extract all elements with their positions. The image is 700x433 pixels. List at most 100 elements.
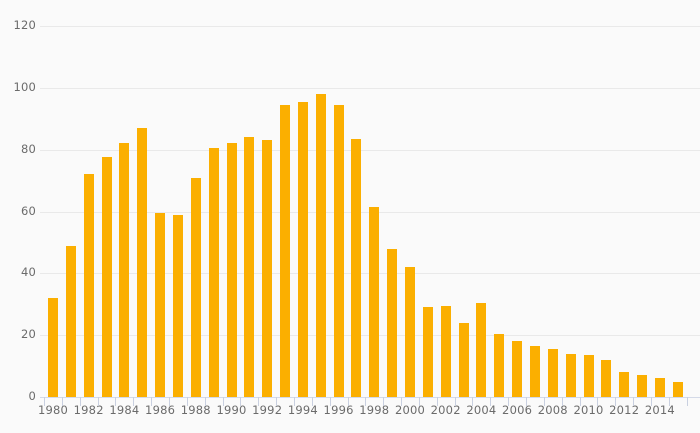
x-axis-tick <box>526 397 527 406</box>
bar[interactable] <box>101 157 112 397</box>
x-axis-tick <box>365 397 366 406</box>
x-axis-tick-label: 2000 <box>394 403 426 417</box>
x-axis-tick <box>258 397 259 406</box>
bar[interactable] <box>547 349 558 397</box>
x-axis-line <box>40 397 700 398</box>
x-axis-tick <box>62 397 63 406</box>
bar[interactable] <box>405 267 415 397</box>
bar[interactable] <box>512 341 523 397</box>
y-axis-tick-label: 0 <box>28 389 36 403</box>
x-axis-tick-label: 2014 <box>644 403 675 417</box>
x-axis-tick <box>205 397 206 406</box>
bar[interactable] <box>315 94 326 397</box>
x-axis-tick <box>687 397 688 406</box>
x-axis-tick-label: 1986 <box>145 403 176 417</box>
bar[interactable] <box>654 378 665 397</box>
bar[interactable] <box>172 214 183 397</box>
x-axis-tick-label: 2002 <box>430 403 461 417</box>
x-axis-tick-label: 1980 <box>37 403 69 417</box>
x-axis-tick-label: 1982 <box>73 403 104 417</box>
bar[interactable] <box>672 381 683 397</box>
bar[interactable] <box>280 104 291 397</box>
x-axis-tick <box>294 397 295 406</box>
bar[interactable] <box>619 372 630 397</box>
x-axis-tick-label: 1984 <box>109 403 140 417</box>
bar[interactable] <box>119 143 130 397</box>
bar[interactable] <box>262 140 273 397</box>
bar[interactable] <box>565 353 576 397</box>
bar[interactable] <box>155 213 166 397</box>
x-axis-tick-label: 1992 <box>252 403 283 417</box>
bar[interactable] <box>137 128 148 397</box>
x-axis-tick <box>151 397 152 406</box>
x-axis-tick-label: 1988 <box>180 403 211 417</box>
bar[interactable] <box>297 101 308 397</box>
y-axis-tick-label: 80 <box>20 141 36 156</box>
x-axis-tick <box>580 397 581 406</box>
x-axis-tick <box>544 397 545 406</box>
x-axis-tick-label: 1994 <box>287 403 318 417</box>
x-axis-tick-label: 2004 <box>466 403 497 417</box>
bar[interactable] <box>48 298 58 397</box>
x-axis-tick <box>133 397 134 406</box>
bar[interactable] <box>351 138 362 397</box>
x-axis-tick <box>169 397 170 406</box>
x-axis-tick <box>633 397 634 406</box>
x-axis-tick-label: 2010 <box>573 403 604 417</box>
bar[interactable] <box>476 302 487 397</box>
bar[interactable] <box>583 355 594 397</box>
gridline <box>40 26 700 27</box>
bar[interactable] <box>244 137 255 397</box>
x-axis-tick-label: 2008 <box>537 403 568 417</box>
bar[interactable] <box>494 333 505 397</box>
bar[interactable] <box>369 206 380 397</box>
bar[interactable] <box>387 248 398 397</box>
bar[interactable] <box>529 346 540 397</box>
bar[interactable] <box>333 104 344 397</box>
gridline <box>40 87 700 89</box>
bar[interactable] <box>601 359 612 397</box>
y-axis-tick-label: 100 <box>13 79 36 94</box>
x-axis-tick <box>562 397 563 406</box>
x-axis-tick <box>348 397 349 406</box>
x-axis-tick <box>437 397 438 406</box>
x-axis-tick <box>490 397 491 406</box>
x-axis-tick-label: 2012 <box>609 403 640 417</box>
bar[interactable] <box>190 177 201 397</box>
x-axis-tick <box>419 397 420 406</box>
y-axis-tick-label: 120 <box>13 18 36 32</box>
bar[interactable] <box>422 307 433 397</box>
x-axis-tick-label: 1996 <box>323 403 354 417</box>
y-axis-tick-label: 40 <box>20 265 36 280</box>
x-axis-tick <box>223 397 224 406</box>
x-axis-tick <box>312 397 313 406</box>
y-axis-tick-label: 60 <box>20 203 36 218</box>
x-axis-tick <box>240 397 241 406</box>
y-axis-tick-label: 20 <box>20 327 36 342</box>
bar[interactable] <box>458 322 469 397</box>
x-axis-tick <box>455 397 456 406</box>
x-axis-tick <box>472 397 473 406</box>
bar[interactable] <box>65 245 76 397</box>
x-axis-tick <box>383 397 384 406</box>
x-axis-tick <box>115 397 116 406</box>
x-axis-tick <box>597 397 598 406</box>
bar[interactable] <box>637 375 648 397</box>
x-axis-tick <box>401 397 402 406</box>
x-axis-tick <box>44 397 45 406</box>
x-axis-tick <box>276 397 277 406</box>
x-axis-tick-label: 1998 <box>359 403 390 417</box>
bar[interactable] <box>226 143 237 397</box>
x-axis-tick <box>615 397 616 406</box>
x-axis-tick <box>651 397 652 406</box>
bar[interactable] <box>83 174 94 397</box>
gridline <box>40 149 700 151</box>
x-axis-tick <box>330 397 331 406</box>
x-axis-tick <box>187 397 188 406</box>
bar[interactable] <box>208 148 219 397</box>
x-axis-tick-label: 2006 <box>502 403 533 417</box>
bar[interactable] <box>440 305 451 397</box>
